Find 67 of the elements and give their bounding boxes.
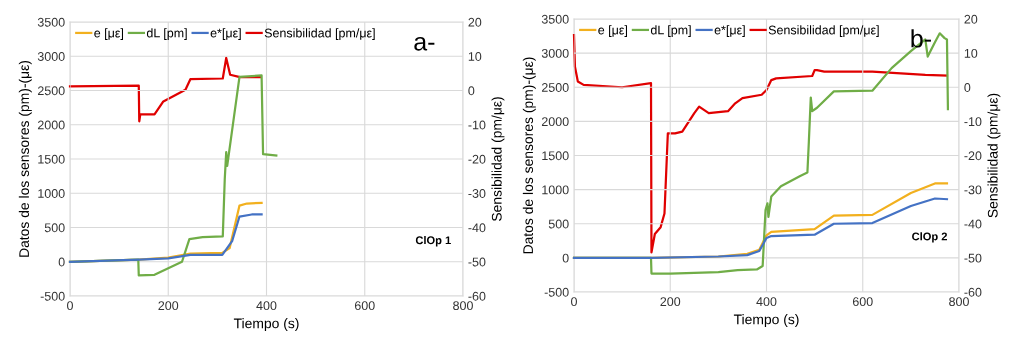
legend-label: dL [pm] bbox=[650, 25, 691, 37]
y-tick-label: 500 bbox=[548, 219, 569, 229]
y2-tick-label: 10 bbox=[964, 48, 978, 58]
x-tick-label: 400 bbox=[756, 297, 777, 307]
y2-axis-title: Sensibilidad (pm/με) bbox=[987, 93, 1001, 218]
y2-tick-label: -30 bbox=[964, 185, 982, 195]
y2-tick-label: -40 bbox=[468, 223, 486, 233]
y2-tick-label: 10 bbox=[468, 52, 482, 61]
y2-tick-label: -60 bbox=[468, 291, 486, 301]
line-series bbox=[68, 213, 263, 263]
x-tick-label: 800 bbox=[949, 297, 969, 307]
line-series bbox=[68, 56, 262, 123]
legend-label: e [με] bbox=[598, 25, 627, 37]
y2-tick-label: -20 bbox=[468, 154, 486, 164]
y-tick-label: 3500 bbox=[541, 14, 569, 24]
annotation: ClOp 1 bbox=[415, 236, 451, 247]
line-series bbox=[572, 197, 949, 259]
legend-label: e [με] bbox=[94, 28, 123, 40]
y2-tick-label: -40 bbox=[964, 219, 982, 229]
y-tick-label: 2500 bbox=[541, 83, 569, 92]
y-tick-label: 1500 bbox=[542, 151, 569, 161]
x-axis-title: Tiempo (s) bbox=[233, 318, 299, 332]
y-tick-label: 2000 bbox=[541, 117, 569, 127]
x-tick-label: 200 bbox=[158, 301, 179, 311]
annotation: ClOp 2 bbox=[912, 232, 948, 243]
y2-tick-label: -10 bbox=[964, 117, 982, 127]
y2-tick-label: 20 bbox=[468, 17, 482, 27]
y2-tick-label: -20 bbox=[964, 151, 982, 161]
x-tick-label: 200 bbox=[660, 297, 681, 307]
y-tick-label: -500 bbox=[544, 287, 569, 297]
legend-label: dL [pm] bbox=[146, 28, 187, 40]
y2-tick-label: 20 bbox=[964, 14, 978, 24]
x-tick-label: 800 bbox=[453, 301, 473, 311]
y-tick-label: 3000 bbox=[37, 52, 65, 61]
y2-tick-label: -10 bbox=[468, 120, 486, 130]
x-tick-label: 0 bbox=[571, 297, 577, 307]
y-tick-label: 1000 bbox=[38, 189, 65, 198]
y2-axis-title: Sensibilidad (pm/με) bbox=[491, 97, 505, 222]
x-tick-label: 0 bbox=[67, 301, 73, 311]
legend-label: Sensibilidad [pm/με] bbox=[264, 28, 375, 40]
legend-label: e*[με] bbox=[210, 28, 241, 40]
y-tick-label: 0 bbox=[562, 253, 569, 263]
legend-label: e*[με] bbox=[714, 25, 745, 37]
x-tick-label: 600 bbox=[852, 297, 873, 307]
legend-label: Sensibilidad [pm/με] bbox=[768, 25, 879, 37]
y-tick-label: 2000 bbox=[37, 120, 65, 130]
annotation: a- bbox=[414, 36, 435, 51]
y-tick-label: 0 bbox=[58, 257, 65, 267]
x-tick-label: 600 bbox=[354, 301, 375, 311]
y-tick-label: 3000 bbox=[541, 48, 569, 58]
y-tick-label: 1500 bbox=[38, 154, 65, 164]
y-tick-label: 1000 bbox=[542, 185, 569, 195]
y-tick-label: 3500 bbox=[37, 17, 65, 27]
y-axis-title: Datos de los sensores (pm)-(με) bbox=[522, 57, 536, 254]
y-tick-label: -500 bbox=[40, 291, 65, 301]
y-tick-label: 2500 bbox=[37, 86, 65, 96]
y2-tick-label: -30 bbox=[468, 189, 486, 198]
y-axis-title: Datos de los sensores (pm)-(με) bbox=[18, 60, 32, 257]
y2-tick-label: -50 bbox=[468, 257, 486, 267]
y2-tick-label: 0 bbox=[964, 83, 971, 92]
y2-tick-label: -50 bbox=[964, 253, 982, 263]
annotation: b- bbox=[911, 29, 931, 48]
x-axis-title: Tiempo (s) bbox=[733, 314, 799, 328]
x-tick-label: 400 bbox=[256, 301, 277, 311]
y2-tick-label: 0 bbox=[468, 86, 475, 96]
y-tick-label: 500 bbox=[44, 223, 65, 233]
y2-tick-label: -60 bbox=[964, 287, 982, 297]
